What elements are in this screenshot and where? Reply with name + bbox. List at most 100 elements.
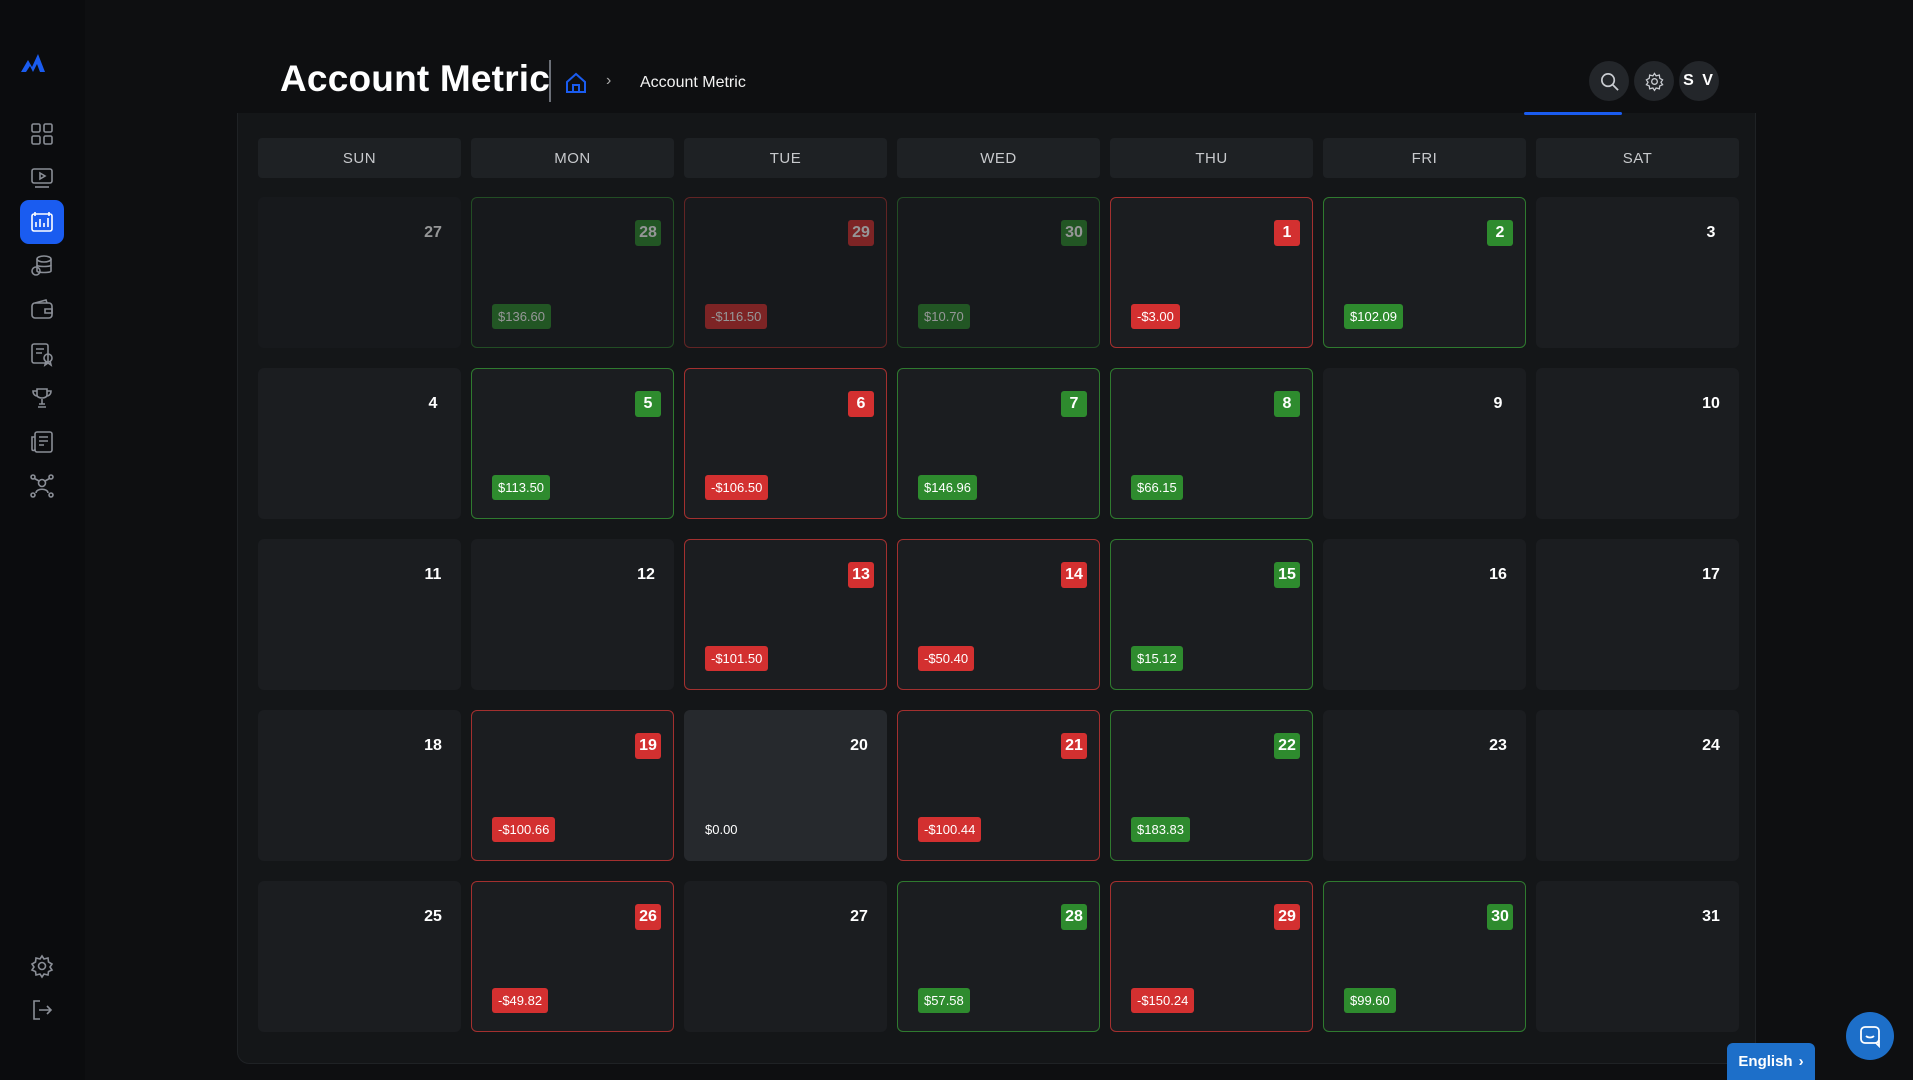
calendar-day-cell[interactable]: 28 $57.58 [897, 881, 1100, 1032]
weekday-header: WED [897, 138, 1100, 178]
calendar-day-cell[interactable]: 6 -$106.50 [684, 368, 887, 519]
settings-button[interactable] [1634, 61, 1674, 101]
day-number: 4 [428, 395, 438, 412]
pnl-badge: -$50.40 [918, 646, 975, 671]
calendar-day-cell[interactable]: 17 [1536, 539, 1739, 690]
calendar-day-cell[interactable]: 22 $183.83 [1110, 710, 1313, 861]
calendar-day-cell[interactable]: 29 -$116.50 [684, 197, 887, 348]
day-number: 18 [424, 737, 442, 754]
calendar-day-cell[interactable]: 16 [1323, 539, 1526, 690]
pnl-badge: $0.00 [705, 822, 738, 837]
nav-videos[interactable] [20, 156, 64, 200]
calendar-day-cell[interactable]: 8 $66.15 [1110, 368, 1313, 519]
gear-icon [1644, 71, 1664, 92]
day-number: 20 [850, 737, 868, 754]
day-number: 25 [424, 908, 442, 925]
calendar-day-cell[interactable]: 20 $0.00 [684, 710, 887, 861]
nav-trophy[interactable] [20, 376, 64, 420]
calendar-day-cell[interactable]: 27 [258, 197, 461, 348]
nav-dashboard[interactable] [20, 112, 64, 156]
day-number: 15 [1274, 562, 1300, 588]
weekday-header: MON [471, 138, 674, 178]
nav-news[interactable] [20, 420, 64, 464]
header-accent-bar [1524, 112, 1622, 115]
weekday-header: TUE [684, 138, 887, 178]
nav-coins[interactable] [20, 244, 64, 288]
day-number: 30 [1487, 904, 1513, 930]
language-button[interactable]: English › [1727, 1043, 1815, 1080]
nav-network[interactable] [20, 464, 64, 508]
chevron-right-icon: › [1798, 1053, 1804, 1070]
search-button[interactable] [1589, 61, 1629, 101]
calendar-day-cell[interactable]: 5 $113.50 [471, 368, 674, 519]
nav-logout[interactable] [20, 988, 64, 1032]
brand-logo-icon[interactable] [18, 48, 48, 78]
calendar-day-cell[interactable]: 30 $10.70 [897, 197, 1100, 348]
nav-account-metric[interactable] [20, 200, 64, 244]
calendar-day-cell[interactable]: 28 $136.60 [471, 197, 674, 348]
weekday-header: THU [1110, 138, 1313, 178]
pnl-badge: $57.58 [918, 988, 970, 1013]
calendar-day-cell[interactable]: 13 -$101.50 [684, 539, 887, 690]
day-number: 14 [1061, 562, 1087, 588]
day-number: 6 [848, 391, 874, 417]
pnl-badge: $66.15 [1131, 475, 1183, 500]
day-number: 21 [1061, 733, 1087, 759]
pnl-badge: -$49.82 [492, 988, 549, 1013]
calendar-day-cell[interactable]: 7 $146.96 [897, 368, 1100, 519]
pnl-badge: $99.60 [1344, 988, 1396, 1013]
calendar-day-cell[interactable]: 3 [1536, 197, 1739, 348]
avatar[interactable]: S V [1679, 61, 1719, 101]
title-divider [549, 60, 551, 102]
day-number: 17 [1702, 566, 1720, 583]
calendar-day-cell[interactable]: 10 [1536, 368, 1739, 519]
calendar-day-cell[interactable]: 29 -$150.24 [1110, 881, 1313, 1032]
nav-certificates[interactable] [20, 332, 64, 376]
calendar-day-cell[interactable]: 24 [1536, 710, 1739, 861]
chat-button[interactable] [1846, 1012, 1894, 1060]
day-number: 3 [1706, 224, 1716, 241]
calendar-day-cell[interactable]: 15 $15.12 [1110, 539, 1313, 690]
calendar-day-cell[interactable]: 31 [1536, 881, 1739, 1032]
calendar-day-cell[interactable]: 30 $99.60 [1323, 881, 1526, 1032]
calendar-day-cell[interactable]: 23 [1323, 710, 1526, 861]
calendar-day-cell[interactable]: 27 [684, 881, 887, 1032]
day-number: 26 [635, 904, 661, 930]
day-number: 19 [635, 733, 661, 759]
pnl-badge: $183.83 [1131, 817, 1190, 842]
calendar-day-cell[interactable]: 19 -$100.66 [471, 710, 674, 861]
pnl-badge: -$150.24 [1131, 988, 1195, 1013]
pnl-badge: $15.12 [1131, 646, 1183, 671]
video-icon [31, 168, 53, 188]
calendar-day-cell[interactable]: 14 -$50.40 [897, 539, 1100, 690]
calendar-day-cell[interactable]: 4 [258, 368, 461, 519]
day-number: 22 [1274, 733, 1300, 759]
day-number: 29 [848, 220, 874, 246]
calendar-day-cell[interactable]: 26 -$49.82 [471, 881, 674, 1032]
calendar-day-cell[interactable]: 18 [258, 710, 461, 861]
home-icon[interactable] [563, 70, 589, 96]
news-icon [31, 431, 53, 453]
nav-settings[interactable] [20, 944, 64, 988]
calendar-day-cell[interactable]: 2 $102.09 [1323, 197, 1526, 348]
dashboard-icon [31, 123, 53, 145]
calendar-day-cell[interactable]: 9 [1323, 368, 1526, 519]
nav-wallet[interactable] [20, 288, 64, 332]
sidebar [0, 0, 85, 1080]
day-number: 2 [1487, 220, 1513, 246]
calendar-day-cell[interactable]: 21 -$100.44 [897, 710, 1100, 861]
day-number: 28 [635, 220, 661, 246]
calendar-day-cell[interactable]: 12 [471, 539, 674, 690]
day-number: 1 [1274, 220, 1300, 246]
trophy-icon [32, 388, 52, 408]
breadcrumb-separator: › [606, 72, 612, 89]
day-number: 5 [635, 391, 661, 417]
weekday-header: FRI [1323, 138, 1526, 178]
calendar-day-cell[interactable]: 11 [258, 539, 461, 690]
day-number: 9 [1493, 395, 1503, 412]
day-number: 29 [1274, 904, 1300, 930]
calendar-day-cell[interactable]: 25 [258, 881, 461, 1032]
network-icon [30, 474, 54, 498]
calendar-day-cell[interactable]: 1 -$3.00 [1110, 197, 1313, 348]
day-number: 27 [424, 224, 442, 241]
